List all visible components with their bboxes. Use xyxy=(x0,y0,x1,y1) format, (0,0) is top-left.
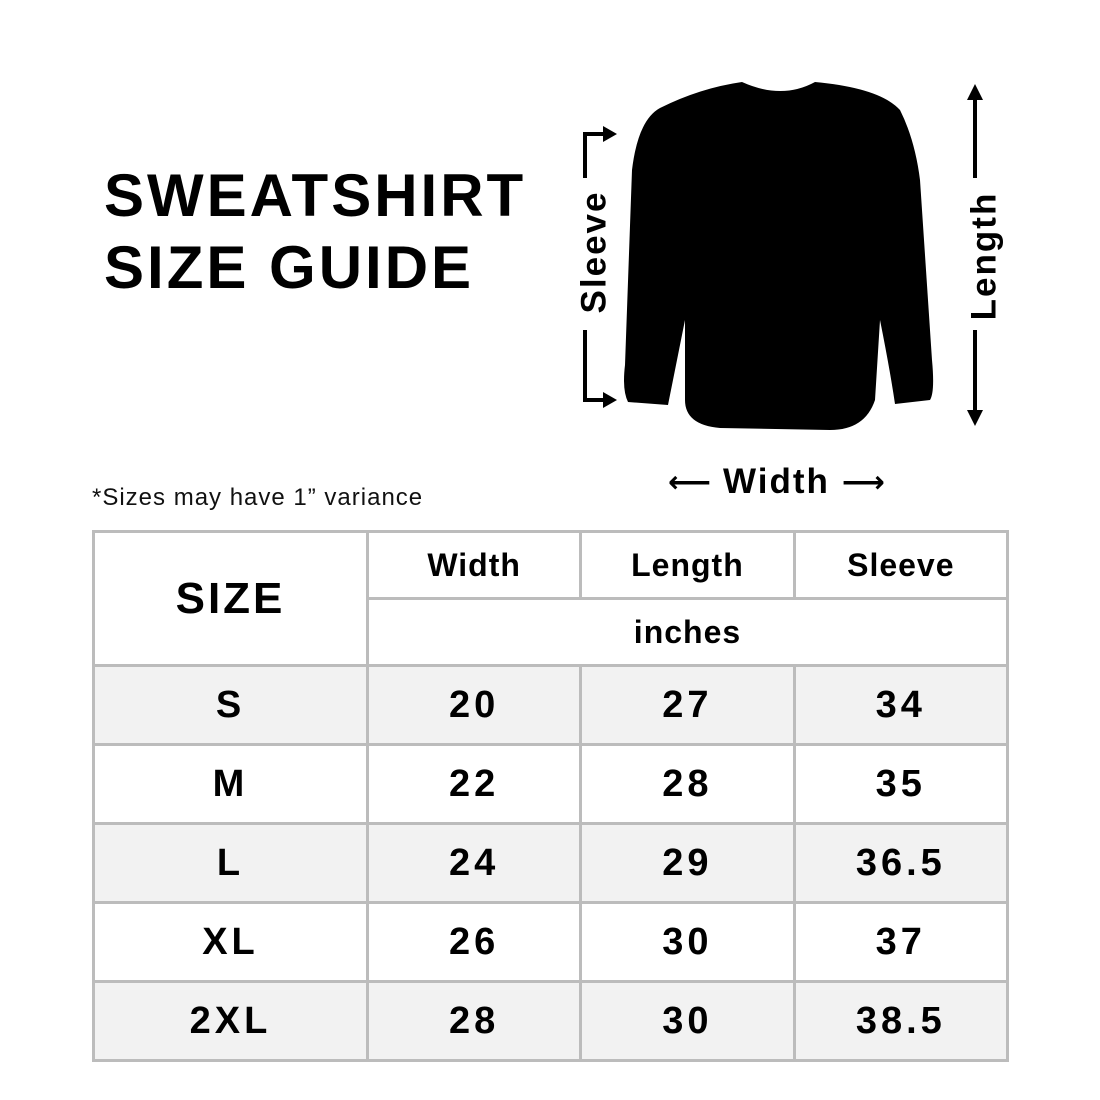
length-label: Length xyxy=(964,191,1004,321)
sleeve-cell: 37 xyxy=(792,901,1010,983)
size-cell: 2XL xyxy=(92,980,369,1062)
length-cell: 30 xyxy=(579,901,796,983)
column-header: Width xyxy=(365,530,583,600)
size-cell: XL xyxy=(92,901,369,983)
arrow-left-icon: ⟵ xyxy=(668,465,712,499)
length-cell: 28 xyxy=(579,743,796,825)
length-cell: 29 xyxy=(579,822,796,904)
table-row: L 24 29 36.5 xyxy=(92,822,1010,904)
size-table: SIZE Width Length Sleeve inches S 20 27 … xyxy=(92,530,1010,1062)
unit-label: inches xyxy=(365,597,1010,667)
width-indicator: ⟵ Width ⟶ xyxy=(668,462,885,502)
width-cell: 24 xyxy=(365,822,583,904)
table-row: M 22 28 35 xyxy=(92,743,1010,825)
arrow-right-icon: ⟶ xyxy=(841,465,885,499)
length-cell: 27 xyxy=(579,664,796,746)
sleeve-cell: 34 xyxy=(792,664,1010,746)
size-cell: M xyxy=(92,743,369,825)
width-label: Width xyxy=(723,462,830,501)
sleeve-cell: 38.5 xyxy=(792,980,1010,1062)
sleeve-arrow xyxy=(583,132,605,402)
sleeve-cell: 36.5 xyxy=(792,822,1010,904)
size-header: SIZE xyxy=(92,530,369,667)
page-title: SWEATSHIRT SIZE GUIDE xyxy=(104,162,527,301)
width-cell: 26 xyxy=(365,901,583,983)
width-cell: 20 xyxy=(365,664,583,746)
variance-note: *Sizes may have 1” variance xyxy=(92,484,424,511)
table-row: XL 26 30 37 xyxy=(92,901,1010,983)
size-cell: L xyxy=(92,822,369,904)
table-row: S 20 27 34 xyxy=(92,664,1010,746)
width-cell: 22 xyxy=(365,743,583,825)
sweatshirt-diagram xyxy=(583,82,983,430)
sweatshirt-image xyxy=(624,82,934,430)
table-row: 2XL 28 30 38.5 xyxy=(92,980,1010,1062)
width-cell: 28 xyxy=(365,980,583,1062)
column-header: Sleeve xyxy=(792,530,1010,600)
sleeve-label: Sleeve xyxy=(574,190,614,314)
sleeve-cell: 35 xyxy=(792,743,1010,825)
length-cell: 30 xyxy=(579,980,796,1062)
column-header: Length xyxy=(579,530,796,600)
size-cell: S xyxy=(92,664,369,746)
